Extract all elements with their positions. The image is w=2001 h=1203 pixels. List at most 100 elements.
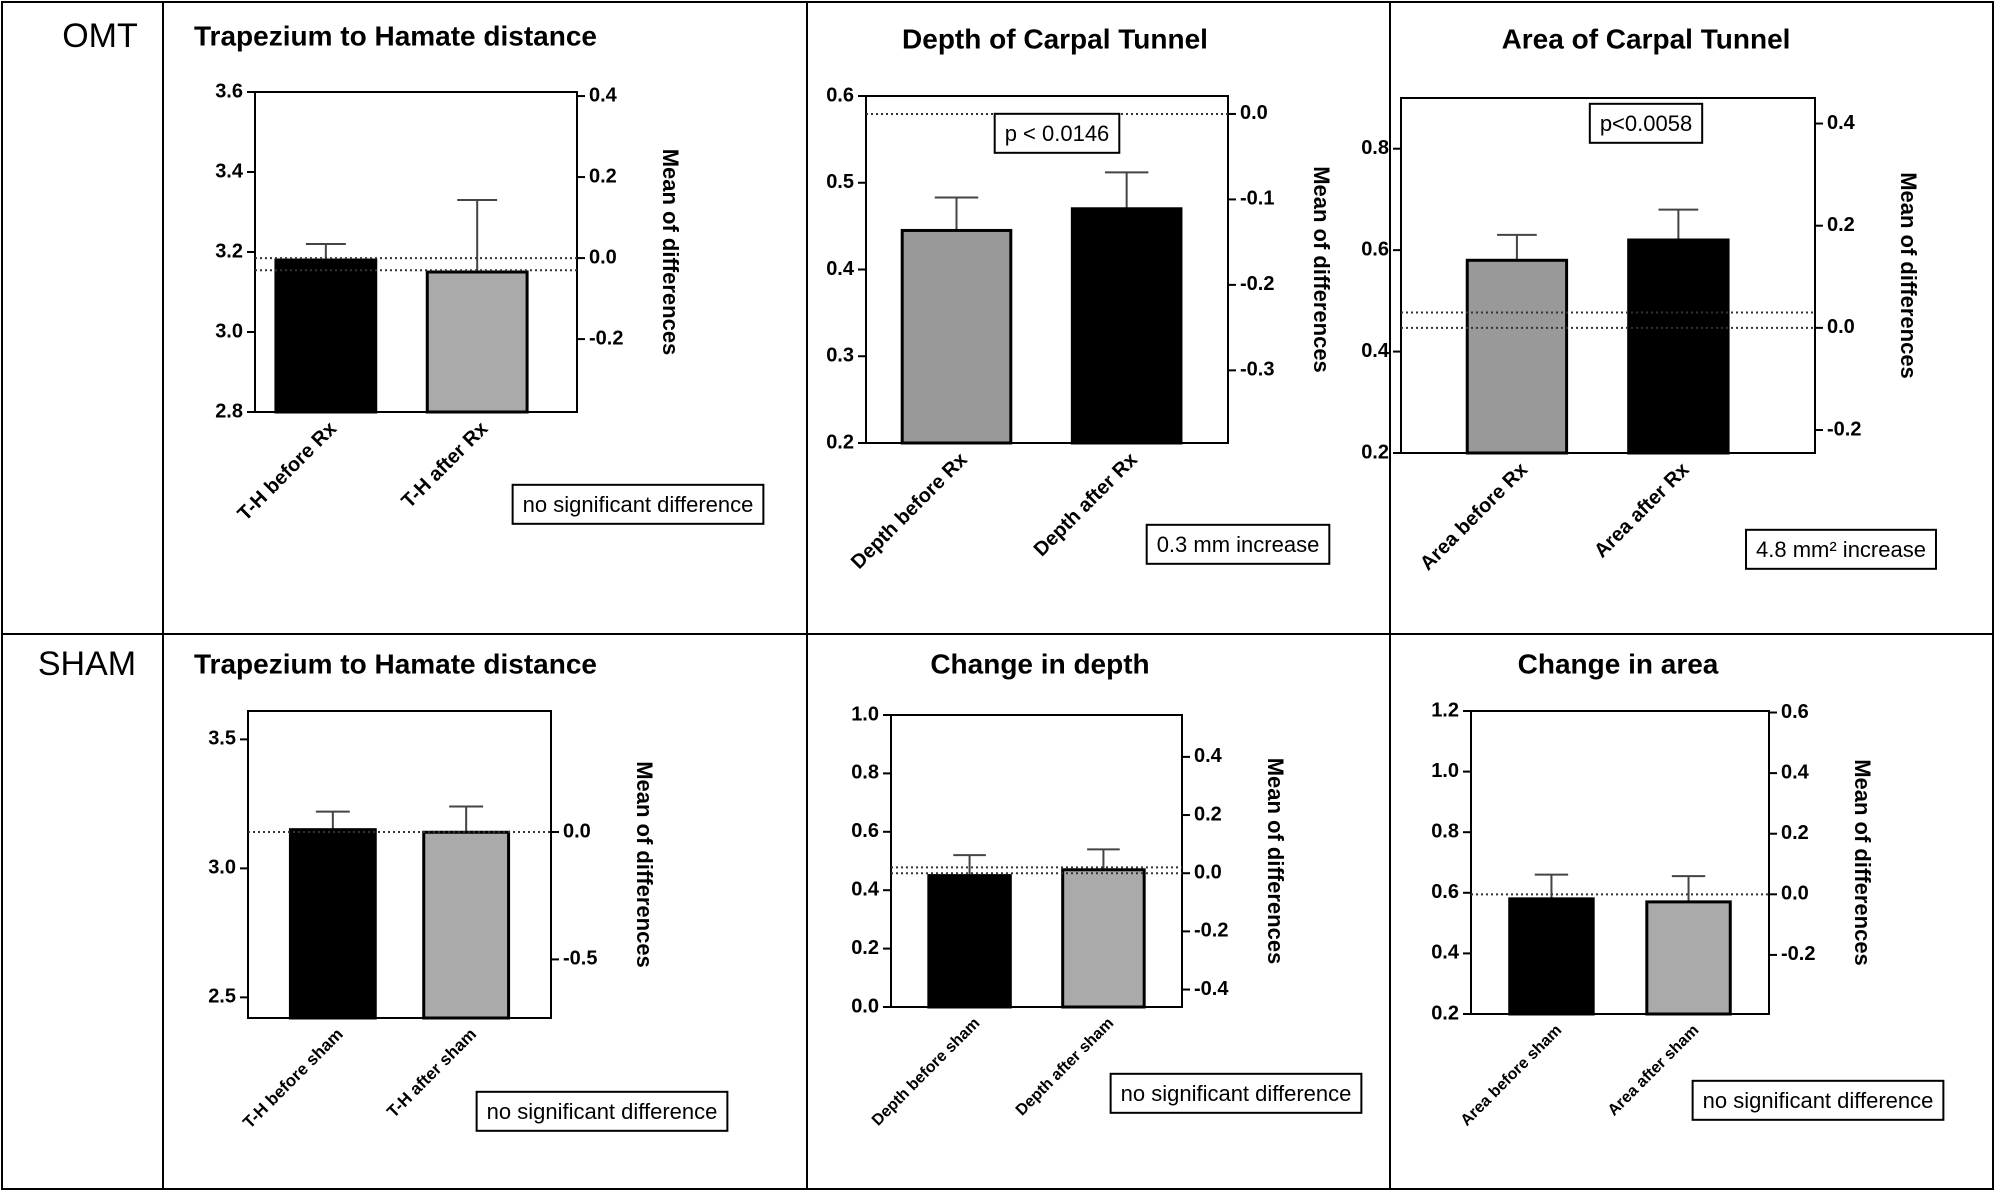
annotation: no significant difference — [1121, 1081, 1352, 1106]
annotation: 0.3 mm increase — [1157, 532, 1320, 557]
annotation-box — [1745, 528, 1937, 570]
y2-tick-label: 0.4 — [589, 84, 618, 106]
x-tick-label: Area after sham — [1605, 1022, 1703, 1120]
row-label: OMT — [62, 17, 138, 55]
y2-tick-label: 0.2 — [589, 165, 617, 187]
y-tick-label: 0.6 — [826, 84, 854, 106]
plot-frame — [1470, 710, 1770, 1015]
plot-frame — [1400, 97, 1816, 454]
y2-tick-label: -0.5 — [563, 948, 597, 970]
y2-tick-label: 0.0 — [1240, 102, 1268, 124]
y-tick-label: 3.0 — [208, 857, 236, 879]
y-tick-label: 0.6 — [1431, 881, 1459, 903]
annotation: p < 0.0146 — [1005, 121, 1110, 146]
y-tick-label: 0.4 — [1431, 942, 1460, 964]
x-tick-label: T-H before sham — [239, 1025, 347, 1133]
bar — [1070, 207, 1183, 445]
row-label: SHAM — [38, 645, 136, 683]
annotation-box — [475, 1090, 729, 1132]
y2-tick-label: 0.0 — [589, 246, 617, 268]
y2-axis-label: Mean of differences — [658, 149, 683, 356]
annotation-box — [1588, 102, 1704, 144]
y2-tick-label: -0.1 — [1240, 188, 1274, 210]
y2-tick-label: -0.2 — [1194, 920, 1228, 942]
bar — [1627, 238, 1730, 455]
y2-tick-label: -0.3 — [1240, 359, 1274, 381]
y-tick-label: 0.4 — [851, 878, 880, 900]
x-tick-label: Depth before Rx — [847, 449, 972, 574]
y-tick-label: 2.5 — [208, 986, 236, 1008]
y-tick-label: 0.2 — [1361, 441, 1389, 463]
plot-frame — [247, 710, 552, 1019]
x-tick-label: T-H before Rx — [234, 418, 342, 526]
annotation-box — [993, 112, 1121, 154]
x-tick-label: Area after Rx — [1590, 459, 1694, 563]
bar — [1645, 900, 1732, 1016]
x-tick-label: Area before Rx — [1416, 459, 1532, 575]
y-tick-label: 0.6 — [851, 820, 879, 842]
x-tick-label: Depth after Rx — [1030, 449, 1142, 561]
annotation: no significant difference — [1703, 1088, 1934, 1113]
y-tick-label: 0.4 — [826, 258, 855, 280]
y-tick-label: 0.2 — [826, 431, 854, 453]
y2-axis-label: Mean of differences — [1263, 758, 1288, 965]
bar — [1508, 897, 1595, 1016]
y-tick-label: 3.6 — [215, 80, 243, 102]
y2-axis-label: Mean of differences — [1850, 759, 1875, 966]
y-tick-label: 1.0 — [851, 703, 879, 725]
y-tick-label: 0.3 — [826, 345, 854, 367]
y-tick-label: 1.0 — [1431, 760, 1459, 782]
chart-title: Change in area — [1518, 648, 1719, 679]
bar — [288, 828, 377, 1020]
y2-tick-label: 0.6 — [1781, 701, 1809, 723]
bar — [274, 258, 378, 414]
bar — [900, 228, 1013, 445]
y2-axis-label: Mean of differences — [1309, 166, 1334, 373]
y2-tick-label: 0.4 — [1781, 761, 1810, 783]
y-tick-label: 3.2 — [215, 240, 243, 262]
plot-frame — [890, 714, 1183, 1008]
y2-tick-label: 0.2 — [1781, 822, 1809, 844]
annotation: 4.8 mm² increase — [1756, 537, 1926, 562]
annotation-box — [1145, 523, 1331, 565]
y2-axis-label: Mean of differences — [1896, 172, 1921, 379]
y2-tick-label: -0.2 — [1240, 273, 1274, 295]
y-tick-label: 0.8 — [1361, 137, 1389, 159]
y2-tick-label: 0.0 — [1827, 316, 1855, 338]
y-tick-label: 3.5 — [208, 728, 236, 750]
y2-tick-label: 0.2 — [1827, 214, 1855, 236]
chart-title: Depth of Carpal Tunnel — [902, 23, 1208, 54]
chart-title: Trapezium to Hamate distance — [194, 20, 597, 51]
y-tick-label: 3.0 — [215, 320, 243, 342]
x-tick-label: T-H after sham — [383, 1025, 480, 1122]
annotation: no significant difference — [523, 492, 754, 517]
y-tick-label: 0.0 — [851, 995, 879, 1017]
y-tick-label: 3.4 — [215, 160, 244, 182]
y2-tick-label: 0.4 — [1194, 745, 1223, 767]
y-tick-label: 0.8 — [851, 762, 879, 784]
x-tick-label: T-H after Rx — [398, 418, 493, 513]
y2-axis-label: Mean of differences — [632, 761, 657, 968]
annotation-box — [1109, 1072, 1363, 1114]
y2-tick-label: 0.0 — [563, 820, 591, 842]
y2-tick-label: 0.0 — [1781, 883, 1809, 905]
chart-title: Change in depth — [930, 648, 1149, 679]
bar — [422, 830, 511, 1020]
y-tick-label: 0.8 — [1431, 820, 1459, 842]
x-tick-label: Depth after sham — [1013, 1015, 1117, 1119]
x-tick-label: Area before sham — [1458, 1022, 1566, 1130]
y-tick-label: 0.2 — [851, 937, 879, 959]
y2-tick-label: -0.4 — [1194, 978, 1229, 1000]
y2-tick-label: -0.2 — [1827, 418, 1861, 440]
annotation: no significant difference — [487, 1099, 718, 1124]
y-tick-label: 0.2 — [1431, 1002, 1459, 1024]
x-tick-label: Depth before sham — [869, 1015, 984, 1130]
y2-tick-label: 0.4 — [1827, 112, 1856, 134]
bar — [927, 874, 1012, 1009]
bar — [425, 270, 529, 414]
y-tick-label: 0.6 — [1361, 238, 1389, 260]
annotation-box — [1691, 1079, 1945, 1121]
